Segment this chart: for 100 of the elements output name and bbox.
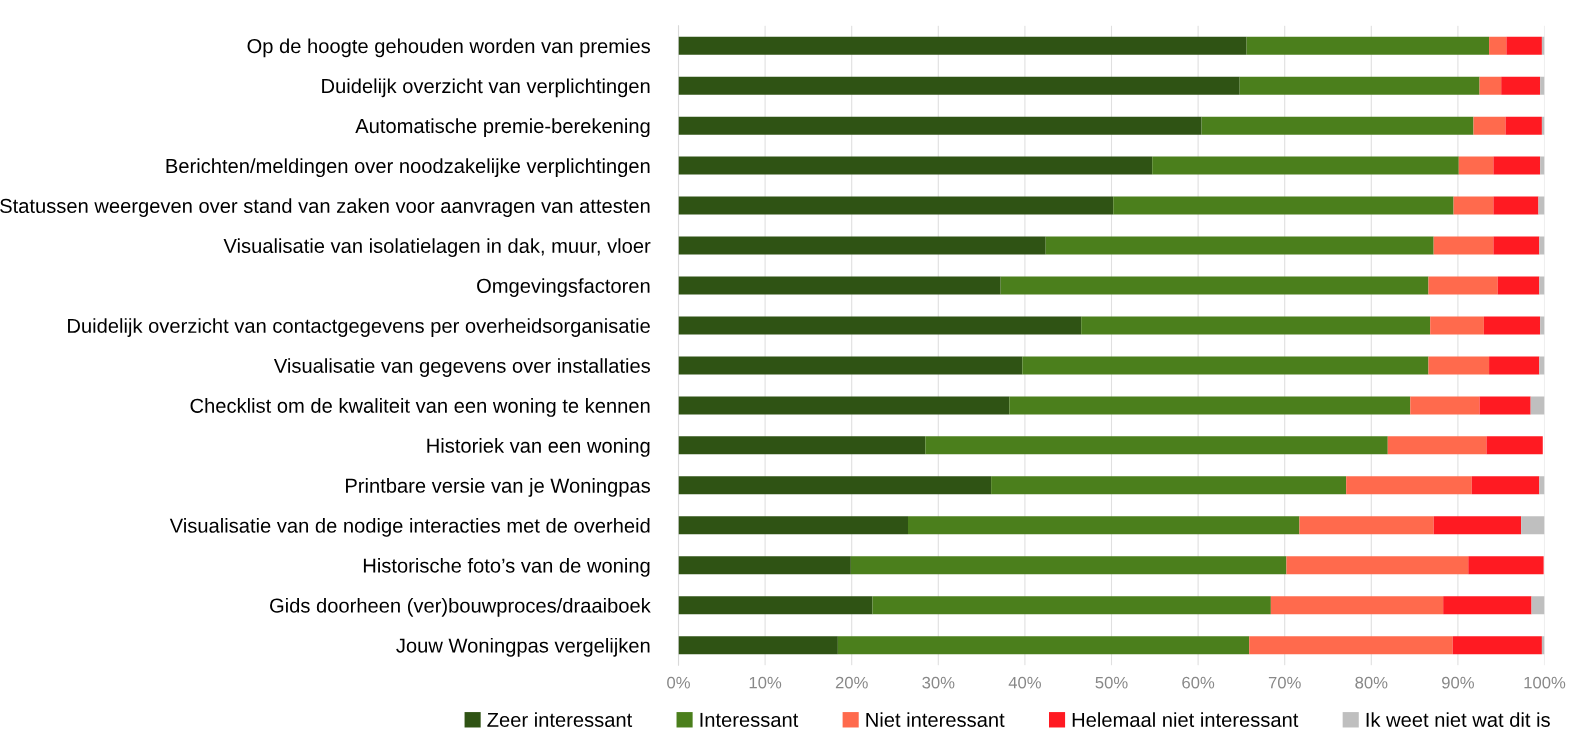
bar <box>1428 276 1498 295</box>
bar <box>1540 156 1545 175</box>
bar <box>1430 316 1484 335</box>
y-tick-label: Printbare versie van je Woningpas <box>346 478 651 497</box>
bar <box>678 396 1010 415</box>
legend-label: Ik weet niet wat dit is <box>1366 712 1550 727</box>
bar <box>1433 516 1522 535</box>
bar <box>678 236 1046 255</box>
bar <box>1538 196 1545 215</box>
x-tick-label: 90% <box>1442 676 1474 689</box>
y-tick-label: Visualisatie van isolatielagen in dak, muur, vloer <box>223 238 651 258</box>
bar <box>1113 196 1454 215</box>
bar <box>1000 276 1429 295</box>
bar <box>678 636 838 655</box>
x-tick-label: 30% <box>922 676 955 689</box>
y-tick-label: Visualisatie van de nodige interacties met de overheid <box>169 518 650 537</box>
x-tick-label: 60% <box>1182 676 1215 689</box>
y-tick-label: Historiek van een woning <box>427 438 650 457</box>
bar <box>1539 276 1545 295</box>
y-tick-label: Duidelijk overzicht van verplichtingen <box>322 78 650 98</box>
x-tick-label: 10% <box>749 676 782 689</box>
bar <box>678 36 1247 55</box>
bar <box>1483 316 1541 335</box>
bar <box>678 436 926 455</box>
legend-label: Interessant <box>700 712 799 727</box>
bar <box>1410 396 1480 415</box>
bar <box>1009 396 1411 415</box>
bar <box>1152 156 1459 175</box>
bar <box>837 636 1250 655</box>
bar <box>1539 356 1545 375</box>
bar <box>1501 76 1541 95</box>
bar <box>678 556 851 575</box>
y-tick-label: Duidelijk overzicht van contactgegevens per overheidsorganisatie <box>68 318 650 337</box>
x-tick-label: 100% <box>1524 676 1566 689</box>
bar <box>1521 516 1545 535</box>
bar <box>1479 76 1502 95</box>
bar <box>1045 236 1434 255</box>
bar <box>1493 156 1541 175</box>
bar <box>1489 36 1507 55</box>
bar <box>1493 236 1540 255</box>
y-tick-label: Berichten/meldingen over noodzakelijke verplichtingen <box>166 158 650 178</box>
bar <box>1479 396 1531 415</box>
bar <box>1249 636 1453 655</box>
x-tick-label: 20% <box>835 676 868 689</box>
bar <box>1540 316 1545 335</box>
bar <box>1081 316 1431 335</box>
bar <box>1539 476 1545 495</box>
bar <box>1452 636 1542 655</box>
bar <box>1473 116 1506 135</box>
bar <box>1201 116 1474 135</box>
x-tick-label: 80% <box>1355 676 1388 689</box>
bar <box>678 516 908 535</box>
bar <box>678 356 1023 375</box>
y-tick-label: Checklist om de kwaliteit van een woning te kennen <box>190 398 650 417</box>
bar <box>678 76 1240 95</box>
bar <box>1506 36 1542 55</box>
bar <box>1346 476 1472 495</box>
bar <box>1246 36 1490 55</box>
bar <box>907 516 1300 535</box>
legend-label: Zeer interessant <box>487 712 633 727</box>
bar <box>1239 76 1480 95</box>
bar <box>678 476 992 495</box>
bar <box>1299 516 1434 535</box>
y-tick-label: Historische foto’s van de woning <box>363 557 650 577</box>
bar <box>991 476 1347 495</box>
bar <box>1530 396 1545 415</box>
legend-label: Niet interessant <box>866 712 1005 727</box>
x-tick-label: 70% <box>1268 676 1301 689</box>
x-tick-label: 0% <box>667 676 690 689</box>
bar <box>678 316 1082 335</box>
y-tick-label: Omgevingsfactoren <box>477 278 650 297</box>
bar <box>1022 356 1429 375</box>
y-tick-label: Jouw Woningpas vergelijken <box>396 637 650 657</box>
legend-label: Helemaal niet interessant <box>1072 712 1299 727</box>
bar <box>1286 556 1469 575</box>
bar <box>1489 356 1540 375</box>
bar <box>678 596 873 615</box>
bar <box>925 436 1388 455</box>
y-tick-label: Automatische premie-berekening <box>355 118 650 138</box>
bar <box>678 276 1001 295</box>
y-tick-label: Op de hoogte gehouden worden van premies <box>247 38 651 58</box>
bar <box>1387 436 1487 455</box>
bar <box>1443 596 1532 615</box>
x-tick-label: 40% <box>1008 676 1041 689</box>
bar <box>872 596 1271 615</box>
bar <box>1497 276 1540 295</box>
bar <box>1505 116 1542 135</box>
bar <box>1468 556 1544 575</box>
y-tick-label: Gids doorheen (ver)bouwproces/draaiboek <box>270 597 651 617</box>
bar <box>1539 236 1545 255</box>
y-tick-label: Visualisatie van gegevens over installaties <box>273 358 651 377</box>
bar <box>850 556 1287 575</box>
bar <box>1471 476 1540 495</box>
bar <box>1486 436 1543 455</box>
bar <box>1270 596 1444 615</box>
bar <box>1493 196 1539 215</box>
bar <box>1453 196 1494 215</box>
bar <box>678 196 1114 215</box>
bar <box>678 156 1153 175</box>
x-tick-label: 50% <box>1095 676 1128 689</box>
